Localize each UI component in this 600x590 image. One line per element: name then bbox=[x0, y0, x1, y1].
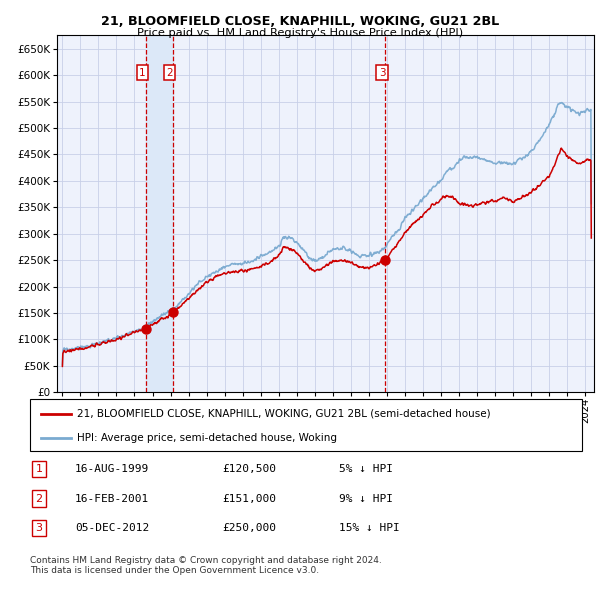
Text: 2: 2 bbox=[35, 494, 43, 503]
Text: 5% ↓ HPI: 5% ↓ HPI bbox=[339, 464, 393, 474]
Text: 1: 1 bbox=[139, 68, 146, 78]
Text: 15% ↓ HPI: 15% ↓ HPI bbox=[339, 523, 400, 533]
Bar bbox=[146, 35, 173, 392]
Text: 16-AUG-1999: 16-AUG-1999 bbox=[75, 464, 149, 474]
Text: 3: 3 bbox=[379, 68, 385, 78]
Text: £151,000: £151,000 bbox=[222, 494, 276, 503]
Text: 2: 2 bbox=[166, 68, 173, 78]
Text: £120,500: £120,500 bbox=[222, 464, 276, 474]
Text: 21, BLOOMFIELD CLOSE, KNAPHILL, WOKING, GU21 2BL (semi-detached house): 21, BLOOMFIELD CLOSE, KNAPHILL, WOKING, … bbox=[77, 409, 491, 419]
Text: Price paid vs. HM Land Registry's House Price Index (HPI): Price paid vs. HM Land Registry's House … bbox=[137, 28, 463, 38]
Text: £250,000: £250,000 bbox=[222, 523, 276, 533]
Text: 16-FEB-2001: 16-FEB-2001 bbox=[75, 494, 149, 503]
Text: HPI: Average price, semi-detached house, Woking: HPI: Average price, semi-detached house,… bbox=[77, 434, 337, 443]
Text: Contains HM Land Registry data © Crown copyright and database right 2024.
This d: Contains HM Land Registry data © Crown c… bbox=[30, 556, 382, 575]
Text: 1: 1 bbox=[35, 464, 43, 474]
Text: 9% ↓ HPI: 9% ↓ HPI bbox=[339, 494, 393, 503]
Text: 3: 3 bbox=[35, 523, 43, 533]
Text: 21, BLOOMFIELD CLOSE, KNAPHILL, WOKING, GU21 2BL: 21, BLOOMFIELD CLOSE, KNAPHILL, WOKING, … bbox=[101, 15, 499, 28]
Text: 05-DEC-2012: 05-DEC-2012 bbox=[75, 523, 149, 533]
